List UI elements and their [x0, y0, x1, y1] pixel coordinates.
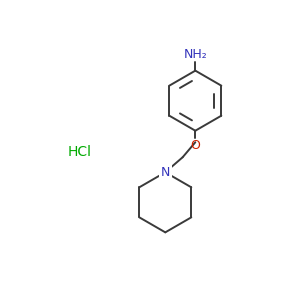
Text: N: N [160, 166, 170, 179]
Text: O: O [190, 139, 200, 152]
Text: NH₂: NH₂ [184, 48, 207, 61]
Text: HCl: HCl [68, 145, 92, 158]
